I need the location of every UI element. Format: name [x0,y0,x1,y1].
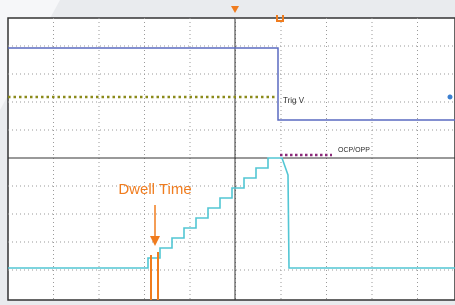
protection-label: OCP/OPP [338,147,370,154]
scope-screen [8,18,455,300]
annotation: Dwell Time [118,181,191,198]
page: Trig V OCP/OPP Dwell Time (() => { const… [0,0,455,305]
scope-screenshot: Trig V OCP/OPP Dwell Time [0,0,455,305]
trigger-level-marker [448,95,453,100]
trigger-position-marker [231,6,239,13]
trigger-label: Trig V [283,96,305,105]
